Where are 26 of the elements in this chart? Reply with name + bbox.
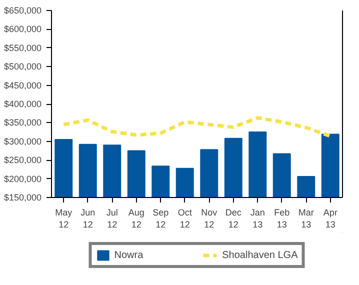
y-tick-label: $350,000 bbox=[4, 118, 42, 128]
legend-label: Nowra bbox=[114, 250, 144, 260]
x-tick-label: Jan 13 bbox=[250, 208, 265, 230]
legend-label: Shoalhaven LGA bbox=[222, 250, 298, 260]
y-tick-label: $200,000 bbox=[4, 174, 42, 184]
x-tick-label: Aug 12 bbox=[128, 208, 144, 230]
y-tick-label: $450,000 bbox=[4, 80, 42, 90]
x-tick-label: Nov 12 bbox=[201, 208, 218, 230]
y-tick-label: $400,000 bbox=[4, 99, 42, 109]
x-tick-label: May 12 bbox=[55, 208, 73, 230]
x-tick-label: Sep 12 bbox=[152, 208, 169, 230]
x-tick-label: Oct 12 bbox=[178, 208, 192, 230]
x-tick-label: Mar 13 bbox=[298, 208, 314, 230]
x-tick-label: Apr 13 bbox=[323, 208, 338, 230]
y-tick-label: $600,000 bbox=[4, 24, 42, 34]
x-tick-label: Jul 12 bbox=[106, 208, 118, 230]
y-tick-label: $550,000 bbox=[4, 42, 42, 53]
y-tick-label: $650,000 bbox=[4, 6, 42, 16]
y-tick-label: $250,000 bbox=[4, 155, 42, 166]
x-tick-label: Feb 13 bbox=[274, 208, 290, 230]
y-tick-label: $500,000 bbox=[4, 62, 42, 72]
y-tick-label: $300,000 bbox=[4, 136, 42, 146]
y-tick-label: $150,000 bbox=[4, 192, 42, 202]
x-tick-label: Jun 12 bbox=[80, 208, 96, 230]
line-series bbox=[62, 116, 332, 138]
x-tick-label: Dec 12 bbox=[225, 208, 242, 230]
